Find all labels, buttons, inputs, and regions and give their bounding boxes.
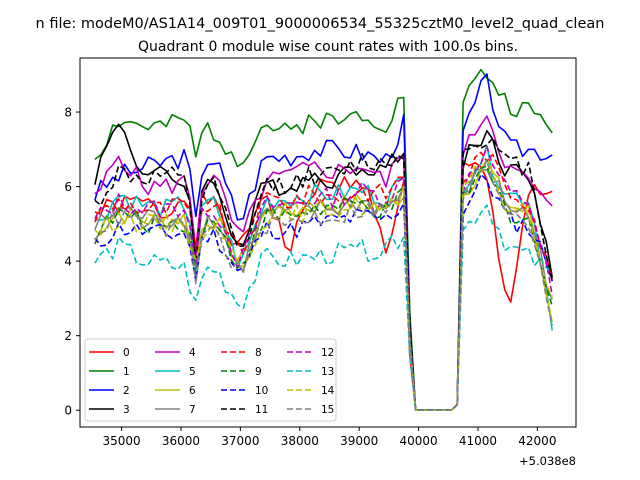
legend-label-3: 3 [123,404,130,416]
legend-label-10: 10 [255,385,268,397]
legend-label-1: 1 [123,366,130,378]
series-layer [94,68,553,411]
series-line-13 [94,204,553,411]
x-tick-label: 40000 [399,434,437,448]
y-tick-label: 6 [64,180,72,194]
legend-label-7: 7 [189,404,196,416]
series-line-4 [94,115,553,411]
legend-label-12: 12 [321,347,334,359]
y-tick-label: 2 [64,329,72,343]
legend-label-0: 0 [123,347,130,359]
chart-suptitle: n file: modeM0/AS1A14_009T01_9000006534_… [36,16,605,32]
series-line-11 [94,137,553,411]
x-tick-label: 42000 [518,434,556,448]
legend-label-9: 9 [255,366,262,378]
axis-layer: 35000 36000 37000 38000 39000 40000 41000 42000… [64,106,556,448]
legend-label-14: 14 [321,385,335,397]
legend-label-4: 4 [189,347,196,359]
series-line-12 [94,145,553,411]
legend-label-5: 5 [189,366,196,378]
series-line-2 [94,73,553,411]
x-tick-label: 37000 [221,434,259,448]
y-tick-label: 0 [64,404,72,418]
legend-label-13: 13 [321,366,334,378]
series-line-0 [94,161,553,411]
series-line-14 [94,165,553,411]
series-line-1 [94,68,553,411]
legend-box [84,338,337,422]
plot-frame [79,57,577,428]
legend-label-11: 11 [255,404,268,416]
x-tick-label: 38000 [281,434,319,448]
x-tick-label: 35000 [102,434,140,448]
legend-label-6: 6 [189,385,196,397]
series-line-9 [94,165,553,411]
legend-label-8: 8 [255,347,262,359]
x-tick-label: 36000 [162,434,200,448]
y-tick-label: 8 [64,106,72,120]
series-line-10 [94,173,553,411]
x-offset-label: +5.038e8 [519,454,576,468]
x-tick-label: 39000 [340,434,378,448]
y-tick-label: 4 [64,255,72,269]
series-line-8 [94,151,553,411]
x-tick-label: 41000 [459,434,497,448]
chart-title: Quadrant 0 module wise count rates with … [138,39,518,55]
legend-label-15: 15 [321,404,334,416]
legend-label-2: 2 [123,385,130,397]
